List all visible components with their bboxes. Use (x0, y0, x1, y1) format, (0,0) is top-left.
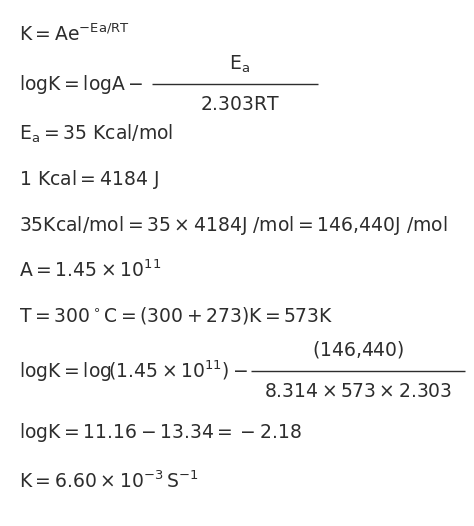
Text: $\mathrm{2.303RT}$: $\mathrm{2.303RT}$ (200, 95, 279, 114)
Text: $\mathrm{(146{,}440)}$: $\mathrm{(146{,}440)}$ (311, 339, 404, 360)
Text: $\mathrm{logK = 11.16 - 13.34 = -2.18}$: $\mathrm{logK = 11.16 - 13.34 = -2.18}$ (19, 421, 302, 444)
Text: $\mathrm{1\ Kcal = 4184\ J}$: $\mathrm{1\ Kcal = 4184\ J}$ (19, 168, 159, 191)
Text: $\mathrm{8.314\times573\times2.303}$: $\mathrm{8.314\times573\times2.303}$ (264, 382, 452, 401)
Text: $\mathrm{E_a = 35\ Kcal/mol}$: $\mathrm{E_a = 35\ Kcal/mol}$ (19, 123, 173, 145)
Text: $\mathrm{logK = log\!\left(1.45\times10^{11}\right)-}$: $\mathrm{logK = log\!\left(1.45\times10^… (19, 358, 248, 383)
Text: $\mathrm{logK = logA -}$: $\mathrm{logK = logA -}$ (19, 73, 144, 96)
Text: $\mathrm{K = Ae^{-Ea/RT}}$: $\mathrm{K = Ae^{-Ea/RT}}$ (19, 24, 129, 45)
Text: $\mathrm{E_a}$: $\mathrm{E_a}$ (229, 54, 250, 75)
Text: $\mathrm{A = 1.45\times10^{11}}$: $\mathrm{A = 1.45\times10^{11}}$ (19, 260, 161, 281)
Text: $\mathrm{K = 6.60\times10^{-3}\,S^{-1}}$: $\mathrm{K = 6.60\times10^{-3}\,S^{-1}}$ (19, 471, 198, 492)
Text: $\mathrm{35Kcal/mol = 35\times4184J\ /mol = 146{,}440J\ /mol}$: $\mathrm{35Kcal/mol = 35\times4184J\ /mo… (19, 214, 447, 237)
Text: $\mathrm{T = 300{^\circ}C = (300+273)K = 573K}$: $\mathrm{T = 300{^\circ}C = (300+273)K =… (19, 305, 333, 326)
